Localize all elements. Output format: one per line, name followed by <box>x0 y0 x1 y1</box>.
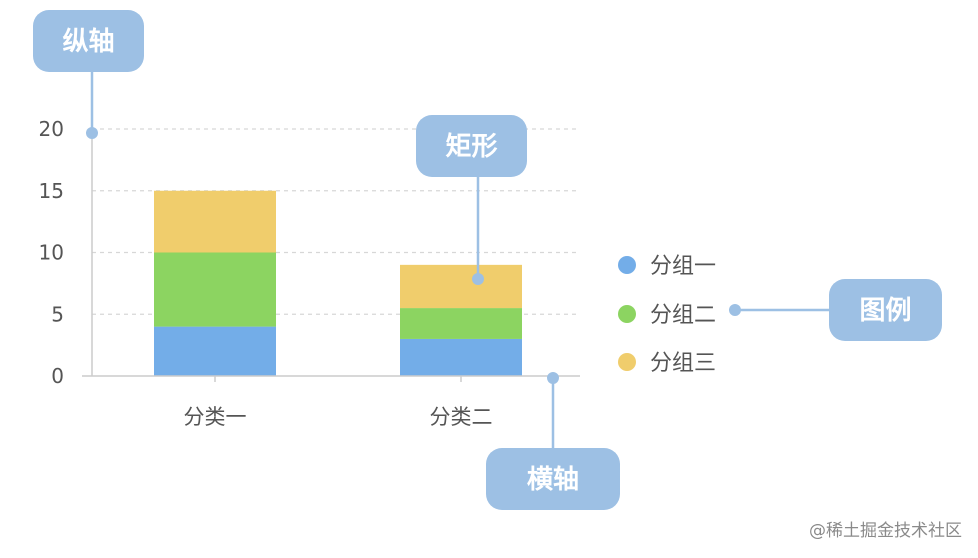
legend-anchor-dot <box>729 304 741 316</box>
bar-segment <box>400 338 522 376</box>
y-tick-label: 5 <box>51 302 64 326</box>
watermark-text: @稀土掘金技术社区 <box>809 521 962 541</box>
y-tick-label: 15 <box>39 179 64 203</box>
bar-segment <box>400 264 522 309</box>
legend-marker <box>618 353 636 371</box>
y-axis-anchor-dot <box>86 127 98 139</box>
x-category-label: 分类一 <box>184 405 247 429</box>
rect-callout-box <box>416 115 527 177</box>
bar-segment <box>154 326 276 376</box>
rect-callout-label: 矩形 <box>445 132 497 162</box>
legend-label: 分组二 <box>650 303 716 328</box>
rect-anchor-dot <box>472 273 484 285</box>
legend-marker <box>618 305 636 323</box>
y-tick-label: 0 <box>51 364 64 388</box>
x-axis-callout-box <box>486 448 620 510</box>
x-axis-anchor-dot <box>547 372 559 384</box>
bars <box>154 190 522 376</box>
x-category-labels: 分类一 分类二 <box>184 405 493 429</box>
legend-callout-box <box>829 279 942 341</box>
x-category-label: 分类二 <box>430 405 493 429</box>
legend-callout-label: 图例 <box>859 296 911 326</box>
bar-segment <box>154 252 276 327</box>
bar-segment <box>154 190 276 253</box>
bar-segment <box>400 308 522 339</box>
y-tick-label: 10 <box>39 241 64 265</box>
legend-marker <box>618 256 636 274</box>
x-axis-callout-label: 横轴 <box>527 465 579 495</box>
y-tick-label: 20 <box>39 117 64 141</box>
y-axis-callout-label: 纵轴 <box>62 27 114 57</box>
legend-label: 分组一 <box>650 254 716 279</box>
legend-label: 分组三 <box>650 351 716 376</box>
y-tick-labels: 0 5 10 15 20 <box>39 117 64 388</box>
y-axis-callout-box <box>33 10 144 72</box>
